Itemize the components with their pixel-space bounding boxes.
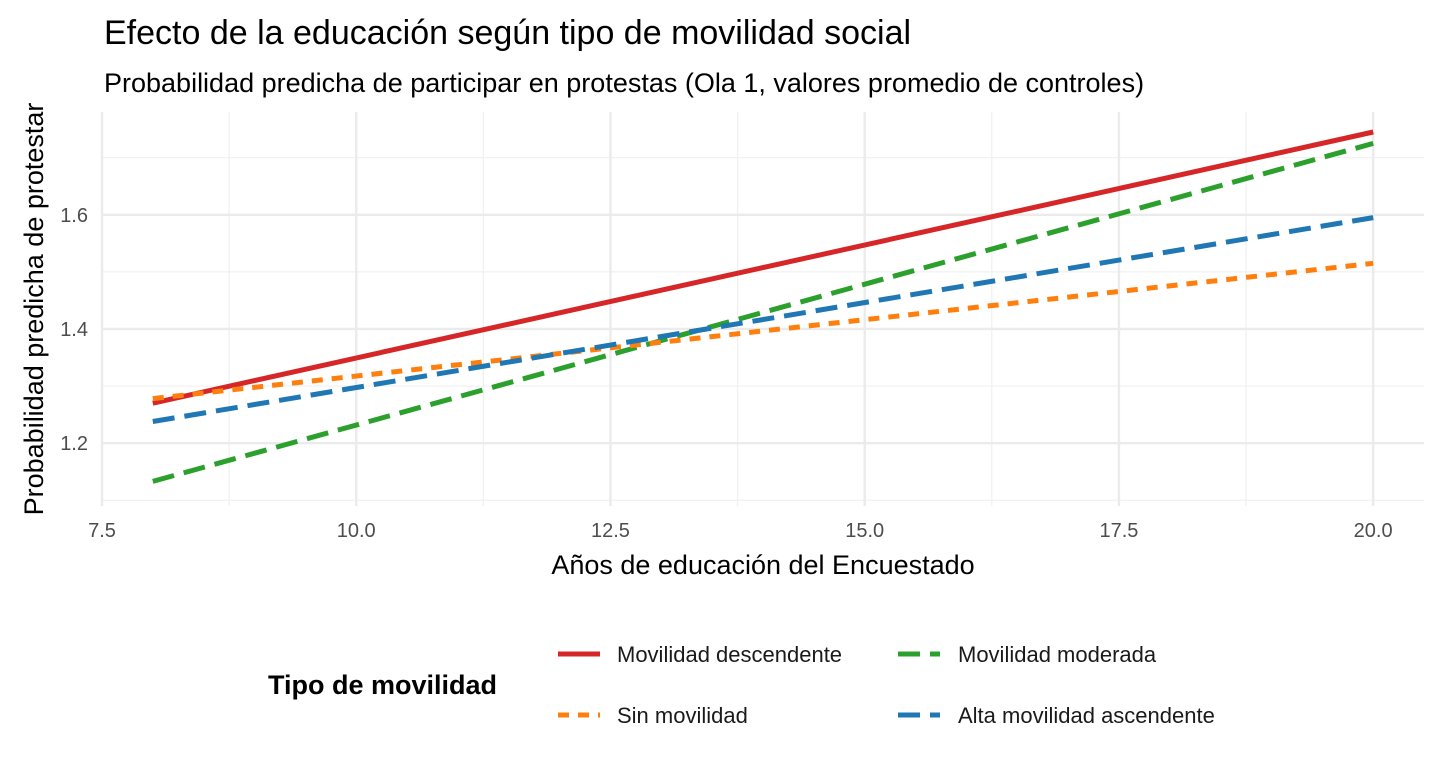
legend-label: Movilidad descendente — [617, 642, 842, 667]
x-tick-label: 15.0 — [845, 520, 884, 542]
x-tick-label: 17.5 — [1099, 520, 1138, 542]
y-axis-title: Probabilidad predicha de protestar — [19, 103, 49, 516]
x-tick-label: 20.0 — [1354, 520, 1393, 542]
series-line-4 — [152, 215, 1374, 424]
y-tick-label: 1.4 — [60, 319, 88, 341]
series-lines — [152, 129, 1374, 484]
legend-label: Sin movilidad — [617, 703, 748, 728]
grid — [100, 112, 1424, 506]
x-axis-title: Años de educación del Encuestado — [551, 550, 974, 580]
series-line-3 — [152, 260, 1374, 402]
legend: Movilidad descendente Movilidad moderada S… — [558, 642, 1215, 728]
chart-title: Efecto de la educación según tipo de mov… — [104, 14, 911, 52]
y-tick-label: 1.6 — [60, 205, 88, 227]
chart-subtitle: Probabilidad predicha de participar en p… — [104, 68, 1144, 98]
series-line-2 — [152, 140, 1374, 484]
x-tick-label: 12.5 — [591, 520, 630, 542]
series-line-1 — [152, 129, 1374, 406]
x-tick-labels: 7.5 10.0 12.5 15.0 17.5 20.0 — [88, 520, 1393, 542]
x-tick-label: 10.0 — [337, 520, 376, 542]
y-tick-labels: 1.2 1.4 1.6 — [60, 205, 88, 455]
legend-title: Tipo de movilidad — [268, 670, 497, 700]
legend-label: Alta movilidad ascendente — [958, 703, 1215, 728]
x-tick-label: 7.5 — [88, 520, 116, 542]
legend-label: Movilidad moderada — [958, 642, 1157, 667]
y-tick-label: 1.2 — [60, 433, 88, 455]
